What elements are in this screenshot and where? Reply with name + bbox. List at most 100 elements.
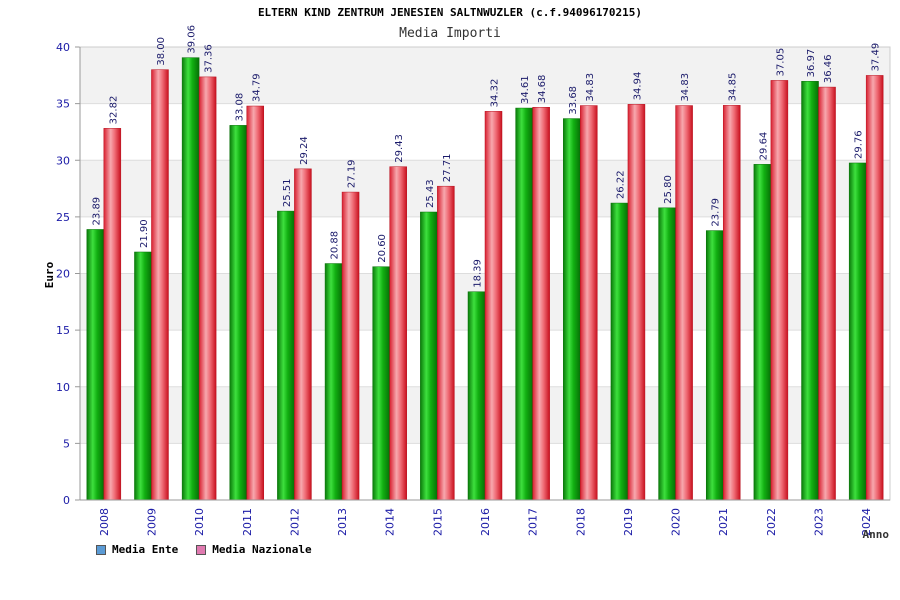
bar-media-ente bbox=[420, 211, 438, 501]
legend-label-nazionale: Media Nazionale bbox=[212, 543, 312, 556]
bar-media-ente bbox=[563, 118, 581, 501]
y-tick-label: 20 bbox=[56, 268, 70, 281]
data-label: 34.61 bbox=[520, 75, 531, 104]
bar-media-nazionale bbox=[437, 185, 455, 501]
data-label: 34.83 bbox=[585, 73, 596, 102]
data-label: 33.68 bbox=[568, 86, 579, 115]
bar-media-nazionale bbox=[246, 105, 265, 501]
data-label: 36.97 bbox=[806, 49, 817, 78]
x-tick-label: 2018 bbox=[574, 508, 587, 536]
x-tick-label: 2019 bbox=[622, 508, 635, 536]
data-label: 21.90 bbox=[139, 219, 150, 248]
x-tick-label: 2013 bbox=[336, 508, 349, 536]
data-label: 25.43 bbox=[425, 179, 436, 208]
bar-media-nazionale bbox=[580, 105, 598, 501]
data-label: 18.39 bbox=[473, 259, 484, 288]
data-label: 20.60 bbox=[377, 234, 388, 263]
data-label: 34.32 bbox=[490, 79, 501, 108]
y-axis-label: Euro bbox=[43, 261, 56, 288]
data-label: 32.82 bbox=[108, 96, 119, 125]
bar-media-ente bbox=[801, 81, 819, 501]
bars-group bbox=[86, 57, 884, 501]
bar-media-ente bbox=[372, 266, 390, 501]
x-tick-label: 2021 bbox=[717, 508, 730, 536]
x-tick-label: 2014 bbox=[384, 508, 397, 536]
y-tick-label: 5 bbox=[63, 437, 70, 450]
data-label: 26.22 bbox=[615, 170, 626, 199]
x-tick-label: 2010 bbox=[193, 508, 206, 536]
bar-media-ente bbox=[658, 207, 676, 501]
x-tick-label: 2008 bbox=[98, 508, 111, 536]
data-label: 37.49 bbox=[871, 43, 882, 72]
x-tick-label: 2009 bbox=[145, 508, 158, 536]
data-label: 25.51 bbox=[282, 178, 293, 207]
bar-media-nazionale bbox=[627, 104, 646, 501]
data-label: 34.94 bbox=[632, 72, 643, 101]
bar-media-ente bbox=[134, 251, 152, 501]
data-label: 23.89 bbox=[91, 197, 102, 226]
bar-media-nazionale bbox=[722, 105, 741, 501]
chart-subtitle: Media Importi bbox=[399, 26, 501, 41]
x-tick-label: 2012 bbox=[288, 508, 301, 536]
bar-media-nazionale bbox=[294, 168, 312, 501]
bar-media-ente bbox=[848, 162, 867, 501]
data-label: 37.05 bbox=[775, 48, 786, 77]
x-tick-label: 2016 bbox=[479, 508, 492, 536]
bar-media-nazionale bbox=[198, 76, 217, 501]
legend: Media Ente Media Nazionale bbox=[96, 543, 312, 556]
legend-swatch-nazionale bbox=[196, 544, 207, 555]
bar-media-nazionale bbox=[341, 191, 360, 501]
bar-media-ente bbox=[229, 125, 248, 501]
legend-swatch-ente bbox=[96, 544, 106, 555]
legend-label-ente: Media Ente bbox=[112, 543, 179, 556]
data-label: 25.80 bbox=[663, 175, 674, 204]
data-label: 23.79 bbox=[711, 198, 722, 227]
data-label: 29.76 bbox=[854, 130, 865, 159]
data-label: 36.46 bbox=[823, 54, 834, 83]
bar-media-ente bbox=[515, 107, 533, 501]
data-label: 34.68 bbox=[537, 75, 548, 104]
x-tick-label: 2020 bbox=[670, 508, 683, 536]
y-tick-label: 25 bbox=[56, 211, 70, 224]
bar-media-nazionale bbox=[865, 75, 884, 501]
bar-media-ente bbox=[705, 230, 724, 501]
bar-media-ente bbox=[86, 229, 105, 501]
chart-title: ELTERN KIND ZENTRUM JENESIEN SALTNWUZLER… bbox=[257, 6, 643, 19]
x-tick-label: 2023 bbox=[813, 508, 826, 536]
data-label: 27.71 bbox=[442, 154, 453, 183]
x-tick-label: 2017 bbox=[527, 508, 540, 536]
x-tick-label: 2011 bbox=[241, 508, 254, 536]
bar-media-nazionale bbox=[484, 111, 503, 501]
bar-media-nazionale bbox=[151, 69, 169, 501]
x-axis-label: Anno bbox=[863, 528, 890, 541]
bar-media-nazionale bbox=[818, 86, 836, 501]
data-label: 29.64 bbox=[758, 132, 769, 161]
bar-media-nazionale bbox=[532, 106, 550, 501]
axes: 0 5 10 15 20 25 30 35 40 2008 2009 2010 2011 2012 2013… bbox=[56, 41, 891, 536]
bar-media-ente bbox=[610, 202, 629, 501]
bar-media-nazionale bbox=[103, 128, 122, 501]
y-tick-label: 40 bbox=[56, 41, 70, 54]
data-label: 38.00 bbox=[156, 37, 167, 66]
bar-media-nazionale bbox=[770, 80, 789, 501]
bar-media-ente bbox=[324, 263, 343, 501]
x-tick-label: 2024 bbox=[860, 508, 873, 536]
data-label: 20.88 bbox=[330, 231, 341, 260]
y-tick-label: 10 bbox=[56, 381, 70, 394]
legend-item-nazionale: Media Nazionale bbox=[196, 543, 312, 556]
bar-media-ente bbox=[753, 164, 772, 501]
bar-media-ente bbox=[467, 291, 486, 501]
x-tick-label: 2022 bbox=[765, 508, 778, 536]
bar-media-nazionale bbox=[389, 166, 407, 501]
data-label: 29.43 bbox=[394, 134, 405, 163]
data-label: 33.08 bbox=[234, 93, 245, 122]
data-label: 34.79 bbox=[251, 73, 262, 102]
data-label: 34.85 bbox=[728, 73, 739, 102]
bar-media-ente bbox=[277, 210, 295, 501]
y-tick-label: 30 bbox=[56, 154, 70, 167]
x-tick-label: 2015 bbox=[431, 508, 444, 536]
y-tick-label: 35 bbox=[56, 98, 70, 111]
data-label: 34.83 bbox=[680, 73, 691, 102]
bar-media-ente bbox=[181, 57, 200, 501]
